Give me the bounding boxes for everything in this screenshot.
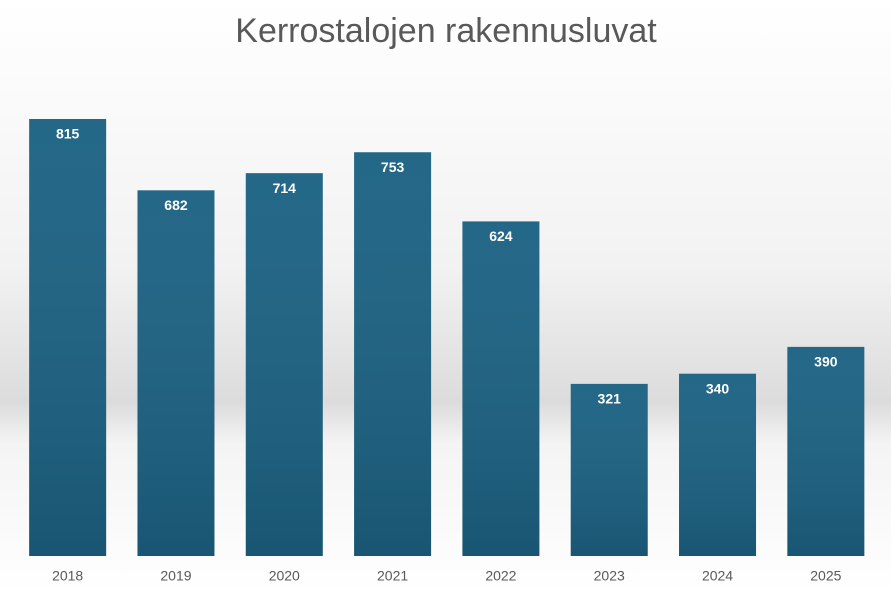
data-label: 321	[598, 391, 622, 407]
bar-shade	[462, 221, 540, 556]
bar-shade	[29, 119, 107, 556]
data-label: 815	[56, 126, 80, 142]
x-tick-label: 2019	[160, 568, 191, 584]
x-tick-label: 2025	[810, 568, 841, 584]
bar-shade	[570, 383, 648, 556]
bar-shade	[137, 190, 215, 556]
x-tick-label: 2018	[52, 568, 83, 584]
bar-shade	[679, 373, 757, 556]
data-label: 624	[489, 228, 513, 244]
x-tick-label: 2021	[377, 568, 408, 584]
bar-shade	[354, 152, 432, 556]
data-label: 753	[381, 159, 405, 175]
bar-shade	[245, 173, 323, 556]
x-tick-label: 2022	[485, 568, 516, 584]
data-label: 390	[814, 354, 838, 370]
bar-shade	[787, 346, 865, 556]
x-tick-label: 2020	[269, 568, 300, 584]
x-tick-label: 2023	[594, 568, 625, 584]
data-label: 714	[273, 180, 297, 196]
x-tick-label: 2024	[702, 568, 733, 584]
chart-title: Kerrostalojen rakennusluvat	[235, 12, 657, 50]
data-label: 340	[706, 380, 730, 396]
data-label: 682	[164, 197, 188, 213]
